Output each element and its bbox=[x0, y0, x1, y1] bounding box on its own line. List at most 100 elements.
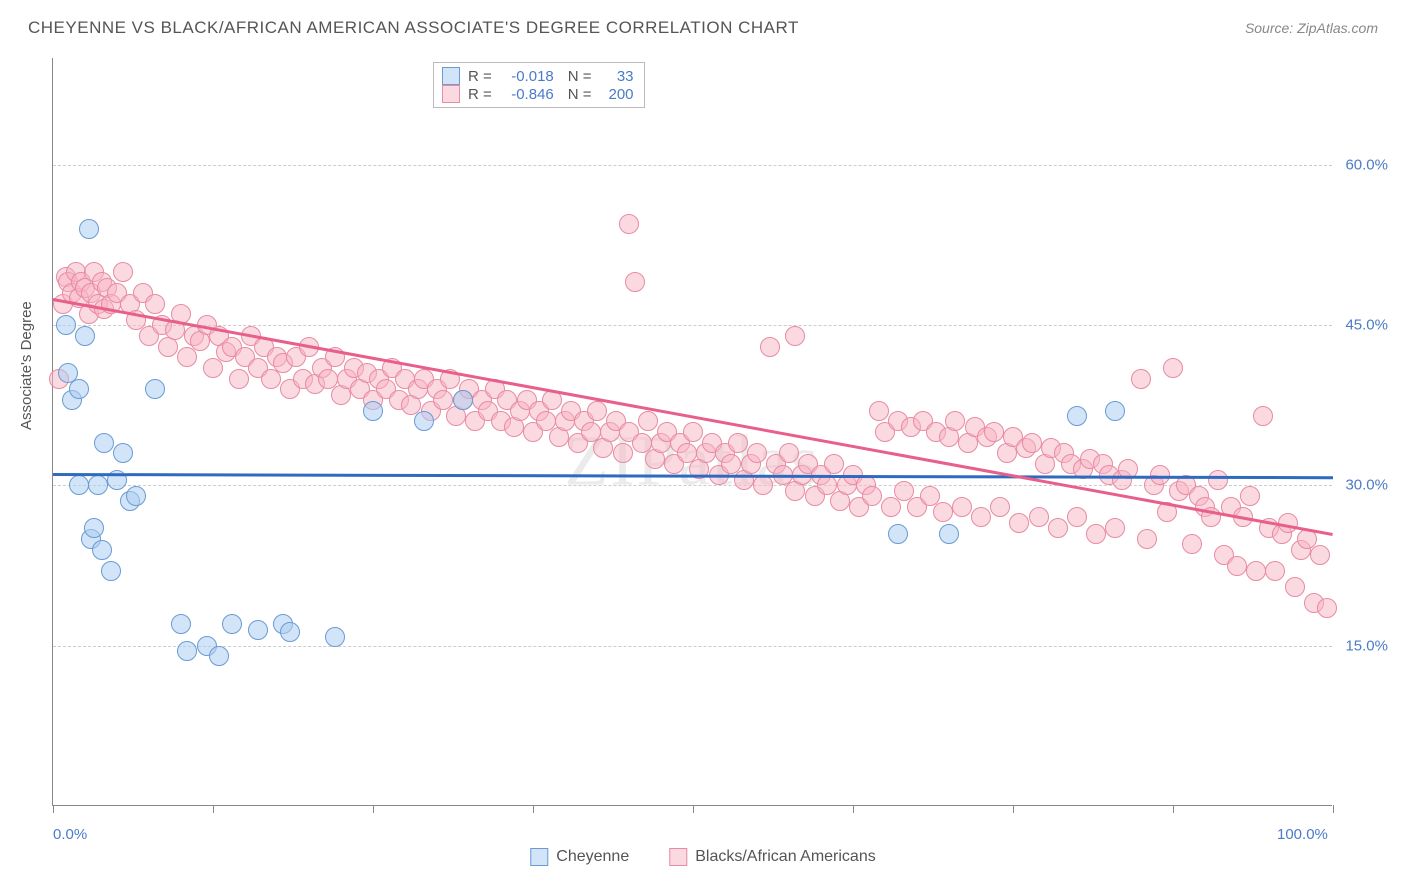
gridline-h bbox=[53, 165, 1332, 166]
scatter-point bbox=[101, 561, 121, 581]
chart-title: CHEYENNE VS BLACK/AFRICAN AMERICAN ASSOC… bbox=[28, 18, 799, 38]
scatter-point bbox=[171, 614, 191, 634]
scatter-point bbox=[1285, 577, 1305, 597]
scatter-point bbox=[881, 497, 901, 517]
r-label: R = bbox=[468, 68, 492, 85]
scatter-point bbox=[453, 390, 473, 410]
scatter-point bbox=[1105, 518, 1125, 538]
r-value-1: -0.018 bbox=[500, 68, 554, 85]
swatch-s1-icon bbox=[442, 67, 460, 85]
legend-label-2: Blacks/African Americans bbox=[695, 848, 876, 866]
x-tick bbox=[1013, 805, 1014, 813]
scatter-point bbox=[79, 219, 99, 239]
scatter-point bbox=[760, 337, 780, 357]
scatter-point bbox=[84, 518, 104, 538]
scatter-point bbox=[939, 524, 959, 544]
scatter-point bbox=[753, 475, 773, 495]
n-label: N = bbox=[568, 86, 592, 103]
x-tick bbox=[693, 805, 694, 813]
gridline-h bbox=[53, 646, 1332, 647]
trend-line bbox=[53, 298, 1333, 536]
scatter-point bbox=[1253, 406, 1273, 426]
y-tick-label: 30.0% bbox=[1345, 477, 1388, 494]
stats-row-1: R = -0.018 N = 33 bbox=[442, 67, 634, 85]
scatter-point bbox=[1137, 529, 1157, 549]
scatter-point bbox=[619, 214, 639, 234]
scatter-point bbox=[1009, 513, 1029, 533]
y-tick-label: 45.0% bbox=[1345, 317, 1388, 334]
scatter-point bbox=[984, 422, 1004, 442]
scatter-point bbox=[952, 497, 972, 517]
scatter-point bbox=[126, 486, 146, 506]
scatter-point bbox=[69, 475, 89, 495]
scatter-point bbox=[113, 443, 133, 463]
scatter-point bbox=[113, 262, 133, 282]
x-tick bbox=[213, 805, 214, 813]
scatter-point bbox=[990, 497, 1010, 517]
scatter-point bbox=[1029, 507, 1049, 527]
scatter-point bbox=[945, 411, 965, 431]
scatter-point bbox=[933, 502, 953, 522]
scatter-point bbox=[56, 315, 76, 335]
n-value-1: 33 bbox=[600, 68, 634, 85]
scatter-point bbox=[88, 475, 108, 495]
scatter-point bbox=[1105, 401, 1125, 421]
scatter-point bbox=[1317, 598, 1337, 618]
y-axis-label: Associate's Degree bbox=[18, 301, 35, 430]
chart-header: CHEYENNE VS BLACK/AFRICAN AMERICAN ASSOC… bbox=[28, 18, 1378, 38]
scatter-point bbox=[728, 433, 748, 453]
scatter-point bbox=[1240, 486, 1260, 506]
scatter-point bbox=[1067, 406, 1087, 426]
scatter-point bbox=[75, 326, 95, 346]
scatter-point bbox=[638, 411, 658, 431]
scatter-point bbox=[1182, 534, 1202, 554]
swatch-s1-icon bbox=[530, 848, 548, 866]
scatter-point bbox=[248, 620, 268, 640]
scatter-point bbox=[177, 347, 197, 367]
n-label: N = bbox=[568, 68, 592, 85]
scatter-point bbox=[1208, 470, 1228, 490]
scatter-point bbox=[747, 443, 767, 463]
x-tick bbox=[853, 805, 854, 813]
scatter-point bbox=[261, 369, 281, 389]
legend-item-2: Blacks/African Americans bbox=[669, 848, 876, 866]
x-tick bbox=[533, 805, 534, 813]
scatter-point bbox=[587, 401, 607, 421]
scatter-point bbox=[177, 641, 197, 661]
scatter-point bbox=[869, 401, 889, 421]
scatter-point bbox=[1131, 369, 1151, 389]
scatter-point bbox=[92, 540, 112, 560]
scatter-point bbox=[209, 646, 229, 666]
series-legend: Cheyenne Blacks/African Americans bbox=[530, 848, 875, 866]
r-label: R = bbox=[468, 86, 492, 103]
x-tick-label: 100.0% bbox=[1277, 826, 1328, 843]
stats-row-2: R = -0.846 N = 200 bbox=[442, 85, 634, 103]
scatter-point bbox=[1086, 524, 1106, 544]
scatter-point bbox=[229, 369, 249, 389]
n-value-2: 200 bbox=[600, 86, 634, 103]
scatter-point bbox=[325, 627, 345, 647]
scatter-point bbox=[145, 379, 165, 399]
scatter-point bbox=[683, 422, 703, 442]
swatch-s2-icon bbox=[442, 85, 460, 103]
x-tick bbox=[1173, 805, 1174, 813]
r-value-2: -0.846 bbox=[500, 86, 554, 103]
scatter-point bbox=[145, 294, 165, 314]
scatter-point bbox=[1048, 518, 1068, 538]
scatter-point bbox=[779, 443, 799, 463]
x-tick-label: 0.0% bbox=[53, 826, 87, 843]
scatter-point bbox=[785, 326, 805, 346]
x-tick bbox=[53, 805, 54, 813]
scatter-point bbox=[1163, 358, 1183, 378]
scatter-point bbox=[824, 454, 844, 474]
swatch-s2-icon bbox=[669, 848, 687, 866]
scatter-point bbox=[625, 272, 645, 292]
x-tick bbox=[373, 805, 374, 813]
scatter-point bbox=[94, 433, 114, 453]
scatter-point bbox=[203, 358, 223, 378]
legend-item-1: Cheyenne bbox=[530, 848, 629, 866]
scatter-point bbox=[1265, 561, 1285, 581]
scatter-point bbox=[1310, 545, 1330, 565]
scatter-point bbox=[1227, 556, 1247, 576]
scatter-point bbox=[1246, 561, 1266, 581]
